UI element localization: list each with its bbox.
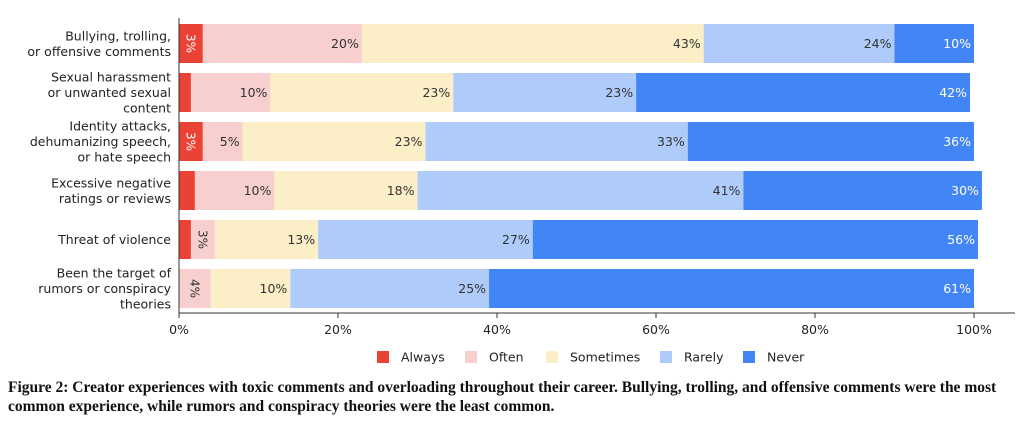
bar-segment [425,122,688,161]
bar-segment [242,122,426,161]
bar-segment [274,171,418,210]
bar-segment [270,73,454,112]
legend-swatch [660,351,672,363]
legend-swatch [743,351,755,363]
data-label: 42% [939,85,967,100]
bar-segment [179,220,191,259]
data-label: 23% [395,134,423,149]
data-label: 10% [260,281,288,296]
category-label: or unwanted sexual [48,85,171,100]
figure-caption: Figure 2: Creator experiences with toxic… [8,379,997,415]
category-label: or offensive comments [27,44,171,59]
x-tick-label: 100% [956,322,992,337]
x-tick-label: 40% [483,322,511,337]
bar-segment [190,220,215,259]
category-label: or hate speech [77,150,171,165]
legend-label: Often [489,350,524,365]
category-label: Identity attacks, [69,119,171,134]
category-label: Excessive negative [51,175,171,190]
bar-segment [417,171,744,210]
x-tick-label: 60% [642,322,670,337]
x-tick-label: 80% [801,322,829,337]
bar-segment [361,24,704,63]
category-label: theories [120,297,171,312]
category-label: content [123,101,171,116]
data-label: 3% [195,230,209,249]
data-label: 27% [502,232,530,247]
data-label: 3% [183,34,197,53]
data-label: 18% [387,183,415,198]
category-label: Sexual harassment [51,70,171,85]
data-label: 13% [287,232,315,247]
bar-segment [290,269,490,308]
category-label: ratings or reviews [59,191,171,206]
legend-label: Always [401,350,445,365]
data-label: 10% [240,85,268,100]
bar-segment [202,24,362,63]
data-label: 24% [864,36,892,51]
x-tick-label: 20% [324,322,352,337]
data-label: 20% [331,36,359,51]
data-label: 23% [605,85,633,100]
bar-segment [179,73,191,112]
legend-label: Sometimes [570,350,640,365]
legend-swatch [377,351,389,363]
data-label: 61% [943,281,971,296]
bar-segment [179,171,195,210]
category-label: Been the target of [57,266,172,281]
data-label: 33% [657,134,685,149]
bar-segment [894,24,974,63]
category-label: Threat of violence [57,232,171,247]
bar-segment [179,269,211,308]
bar-segment [532,220,978,259]
bar-segment [202,122,243,161]
data-label: 3% [183,132,197,151]
bar-segment [210,269,291,308]
legend-swatch [465,351,477,363]
bar-segment [318,220,533,259]
legend-label: Never [767,350,805,365]
data-label: 10% [244,183,272,198]
bar-segment [179,24,203,63]
data-label: 30% [951,183,979,198]
bar-segment [190,73,271,112]
data-label: 10% [943,36,971,51]
bar-segment [194,171,275,210]
data-label: 23% [422,85,450,100]
bar-segment [214,220,319,259]
legend-swatch [546,351,558,363]
bar-segment [179,122,203,161]
bar-segment [703,24,895,63]
data-label: 4% [187,279,201,298]
data-label: 25% [458,281,486,296]
bar-segment [687,122,974,161]
bar-segment [453,73,637,112]
bar-segment [743,171,982,210]
data-label: 36% [943,134,971,149]
bar-segment [636,73,971,112]
data-label: 5% [220,134,240,149]
category-label: Bullying, trolling, [65,28,171,43]
stacked-bar-chart: Bullying, trolling,or offensive comments… [27,18,1015,365]
category-label: rumors or conspiracy [38,281,171,296]
x-tick-label: 0% [169,322,189,337]
data-label: 41% [713,183,741,198]
bar-segment [489,269,974,308]
category-label: dehumanizing speech, [30,134,171,149]
data-label: 43% [673,36,701,51]
legend-label: Rarely [684,350,724,365]
data-label: 56% [947,232,975,247]
